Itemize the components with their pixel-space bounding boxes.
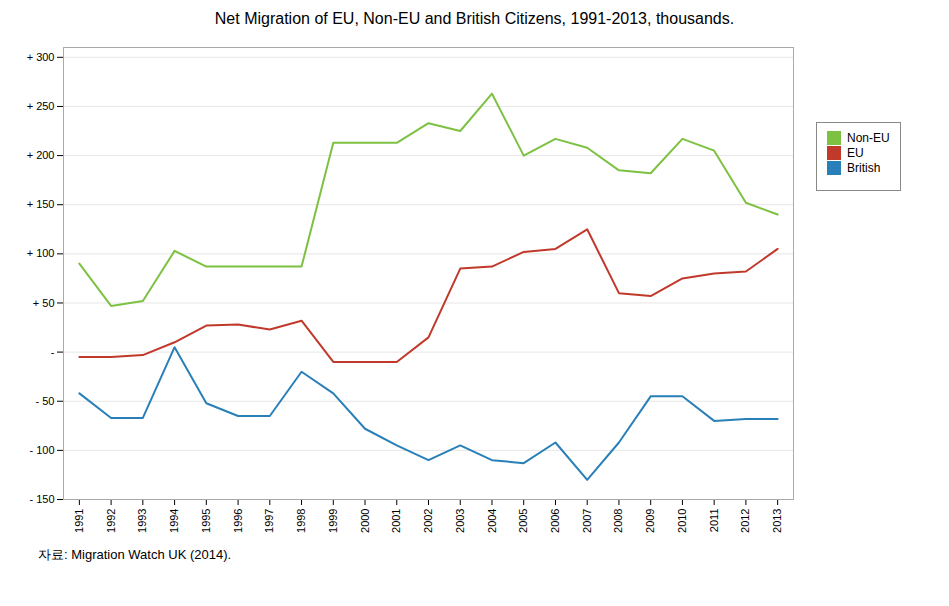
svg-text:2002: 2002 (422, 509, 434, 533)
html-text:EU: EU (847, 146, 864, 160)
svg-text:- 150: - 150 (29, 493, 54, 505)
svg-text:+ 50: + 50 (33, 296, 55, 308)
svg-text:2012: 2012 (739, 509, 751, 533)
svg-text:- 50: - 50 (36, 395, 55, 407)
svg-text:1991: 1991 (73, 509, 85, 533)
svg-text:1996: 1996 (232, 509, 244, 533)
svg-text:2009: 2009 (644, 509, 656, 533)
svg-text:2007: 2007 (581, 509, 593, 533)
svg-text:1999: 1999 (327, 509, 339, 533)
svg-text:2004: 2004 (485, 509, 497, 533)
html-text:Non-EU: Non-EU (847, 131, 890, 145)
svg-text:1992: 1992 (105, 509, 117, 533)
svg-text:2003: 2003 (454, 509, 466, 533)
svg-text:2010: 2010 (676, 509, 688, 533)
svg-text:1993: 1993 (136, 509, 148, 533)
svg-text:2008: 2008 (612, 509, 624, 533)
svg-text:+ 150: + 150 (27, 198, 55, 210)
svg-text:+ 100: + 100 (27, 247, 55, 259)
svg-text:2001: 2001 (390, 509, 402, 533)
svg-text:2013: 2013 (771, 509, 783, 533)
html-text:British: British (847, 161, 881, 175)
html-text:자료: Migration Watch UK (2014).: 자료: Migration Watch UK (2014). (38, 547, 232, 562)
svg-text:1998: 1998 (295, 509, 307, 533)
svg-text:2011: 2011 (708, 509, 720, 533)
svg-text:- 100: - 100 (29, 444, 54, 456)
svg-text:2006: 2006 (549, 509, 561, 533)
svg-text:-: - (51, 346, 55, 358)
svg-text:1995: 1995 (200, 509, 212, 533)
svg-text:+ 200: + 200 (27, 149, 55, 161)
svg-text:2005: 2005 (517, 509, 529, 533)
html-text:Net Migration of EU, Non-EU an: Net Migration of EU, Non-EU and British … (214, 10, 735, 27)
svg-text:1994: 1994 (168, 509, 180, 533)
svg-text:+ 250: + 250 (27, 100, 55, 112)
svg-text:+ 300: + 300 (27, 51, 55, 63)
svg-text:2000: 2000 (359, 509, 371, 533)
svg-text:1997: 1997 (263, 509, 275, 533)
